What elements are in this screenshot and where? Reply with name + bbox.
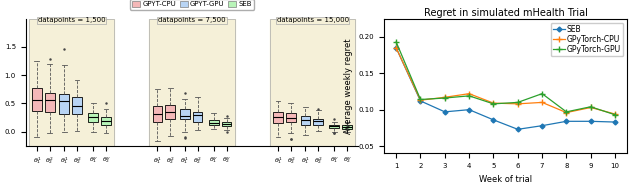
GPyTorch-GPU (465, 95, 473, 97)
PathPatch shape (152, 106, 163, 122)
PathPatch shape (273, 112, 283, 123)
SEB (441, 111, 449, 113)
GPyTorch-CPU (538, 101, 546, 104)
Bar (270, 19, 355, 146)
GPyTorch-GPU (417, 98, 424, 101)
PathPatch shape (88, 113, 98, 122)
GPyTorch-CPU (465, 93, 473, 95)
Bar (270, 19, 355, 146)
PathPatch shape (209, 120, 218, 125)
Legend: GPYT-CPU, GPYT-GPU, SEB: GPYT-CPU, GPYT-GPU, SEB (130, 0, 254, 10)
Text: datapoints = 7,500: datapoints = 7,500 (158, 17, 226, 23)
PathPatch shape (180, 109, 189, 119)
PathPatch shape (314, 119, 323, 125)
Bar (29, 19, 114, 146)
SEB (611, 121, 619, 123)
PathPatch shape (32, 88, 42, 111)
GPyTorch-GPU (514, 101, 522, 104)
SEB (490, 119, 497, 121)
Y-axis label: Average weekly regret: Average weekly regret (344, 38, 353, 134)
PathPatch shape (286, 114, 296, 122)
GPyTorch-GPU (587, 106, 595, 108)
GPyTorch-GPU (490, 103, 497, 105)
Line: GPyTorch-GPU: GPyTorch-GPU (394, 39, 618, 118)
Bar (149, 19, 235, 146)
FancyBboxPatch shape (149, 19, 235, 149)
PathPatch shape (301, 116, 310, 125)
Bar (149, 19, 235, 146)
Bar (29, 19, 114, 146)
PathPatch shape (60, 94, 69, 114)
GPyTorch-CPU (514, 103, 522, 105)
GPyTorch-GPU (563, 111, 570, 113)
SEB (465, 108, 473, 111)
GPyTorch-CPU (490, 102, 497, 104)
PathPatch shape (101, 117, 111, 125)
Title: Regret in simulated mHealth Trial: Regret in simulated mHealth Trial (424, 8, 588, 18)
GPyTorch-CPU (611, 113, 619, 115)
Text: datapoints = 1,500: datapoints = 1,500 (38, 17, 105, 23)
GPyTorch-GPU (611, 114, 619, 116)
GPyTorch-CPU (392, 47, 400, 49)
PathPatch shape (330, 125, 339, 128)
SEB (417, 100, 424, 102)
PathPatch shape (193, 112, 202, 122)
Text: datapoints = 15,000: datapoints = 15,000 (276, 17, 349, 23)
Legend: SEB, GPyTorch-CPU, GPyTorch-GPU: SEB, GPyTorch-CPU, GPyTorch-GPU (551, 22, 623, 56)
GPyTorch-CPU (417, 99, 424, 101)
GPyTorch-GPU (392, 41, 400, 43)
X-axis label: Week of trial: Week of trial (479, 175, 532, 184)
FancyBboxPatch shape (270, 19, 355, 149)
FancyBboxPatch shape (29, 19, 114, 149)
SEB (563, 120, 570, 122)
PathPatch shape (221, 122, 232, 126)
PathPatch shape (72, 97, 82, 114)
GPyTorch-CPU (563, 111, 570, 114)
GPyTorch-GPU (538, 93, 546, 95)
GPyTorch-CPU (587, 106, 595, 109)
SEB (587, 120, 595, 122)
SEB (392, 47, 400, 49)
Line: GPyTorch-CPU: GPyTorch-CPU (394, 45, 618, 117)
SEB (514, 128, 522, 131)
GPyTorch-CPU (441, 96, 449, 98)
PathPatch shape (45, 93, 54, 112)
SEB (538, 125, 546, 127)
GPyTorch-GPU (441, 97, 449, 99)
PathPatch shape (166, 105, 175, 119)
Line: SEB: SEB (394, 46, 617, 131)
PathPatch shape (342, 125, 352, 129)
